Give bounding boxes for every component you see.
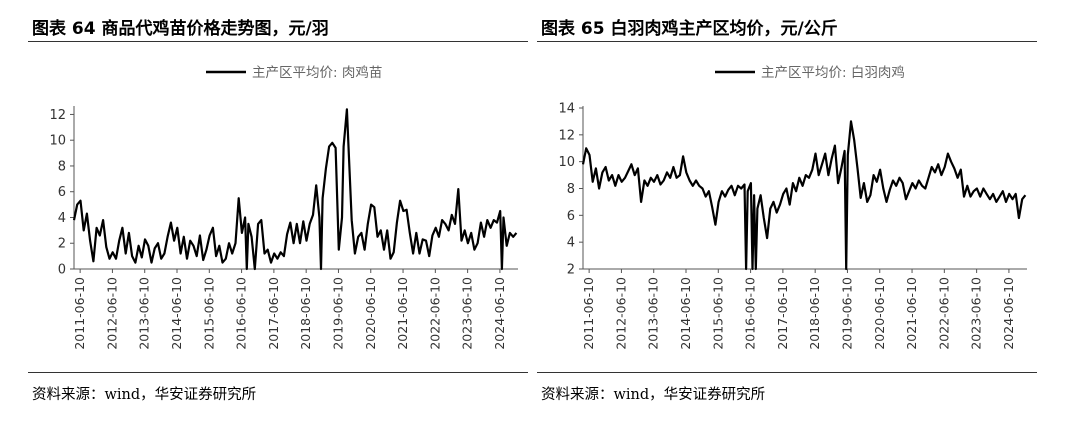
x-tick-label: 2019-06-10	[839, 277, 854, 350]
y-tick-label: 2	[58, 237, 66, 252]
x-tick-label: 2018-06-10	[807, 277, 822, 350]
x-tick-label: 2012-06-10	[613, 277, 628, 350]
y-tick-label: 6	[567, 209, 575, 224]
x-tick-label: 2013-06-10	[137, 277, 152, 350]
series-line	[581, 120, 1027, 271]
y-tick-label: 2	[567, 263, 575, 278]
broiler-price-line-chart: 主产区平均价: 白羽肉鸡 2 4 6 8 10 12 14 2011-06-10 2012-06-…	[558, 64, 1027, 350]
chart-title: 图表 65 白羽肉鸡主产区均价，元/公斤	[541, 19, 838, 39]
y-tick-label: 6	[58, 185, 66, 200]
y-tick-label: 12	[49, 108, 66, 123]
y-tick-label: 4	[567, 236, 575, 251]
top-rule	[28, 41, 528, 42]
legend-label: 主产区平均价: 肉鸡苗	[252, 64, 382, 81]
x-tick-label: 2011-06-10	[72, 277, 87, 350]
series-line	[72, 108, 518, 271]
chick-price-line-chart: 主产区平均价: 肉鸡苗 0 2 4 6 8 10 12 2011-06-10 2012-06-10…	[49, 64, 518, 350]
x-tick-label: 2020-06-10	[363, 277, 378, 350]
chart-title: 图表 64 商品代鸡苗价格走势图，元/羽	[32, 19, 329, 39]
x-tick-label: 2012-06-10	[104, 277, 119, 350]
x-tick-label: 2021-06-10	[395, 277, 410, 350]
y-tick-label: 8	[58, 159, 66, 174]
bottom-rule	[28, 372, 528, 373]
x-tick-label: 2016-06-10	[234, 277, 249, 350]
chart-panel-64: 图表 64 商品代鸡苗价格走势图，元/羽 主产区平均价: 肉鸡苗 0 2 4 6 8 10 1…	[28, 0, 528, 426]
x-tick-label: 2016-06-10	[743, 277, 758, 350]
x-tick-label: 2022-06-10	[427, 277, 442, 350]
x-tick-label: 2017-06-10	[775, 277, 790, 350]
x-tick-label: 2021-06-10	[904, 277, 919, 350]
y-tick-label: 10	[49, 134, 66, 149]
top-rule	[537, 41, 1037, 42]
y-tick-label: 4	[58, 211, 66, 226]
x-tick-label: 2011-06-10	[581, 277, 596, 350]
y-tick-label: 8	[567, 182, 575, 197]
x-tick-label: 2015-06-10	[201, 277, 216, 350]
x-tick-label: 2022-06-10	[936, 277, 951, 350]
legend-label: 主产区平均价: 白羽肉鸡	[761, 64, 905, 81]
chart-panel-65: 图表 65 白羽肉鸡主产区均价，元/公斤 主产区平均价: 白羽肉鸡 2 4 6 8 10 1…	[537, 0, 1037, 426]
x-tick-label: 2023-06-10	[460, 277, 475, 350]
y-tick-label: 10	[558, 155, 575, 170]
x-tick-label: 2014-06-10	[169, 277, 184, 350]
x-tick-label: 2024-06-10	[492, 277, 507, 350]
y-tick-label: 0	[58, 263, 66, 278]
x-tick-label: 2015-06-10	[710, 277, 725, 350]
bottom-rule	[537, 372, 1037, 373]
source-note: 资料来源：wind，华安证券研究所	[32, 387, 257, 403]
x-tick-label: 2017-06-10	[266, 277, 281, 350]
x-tick-label: 2018-06-10	[298, 277, 313, 350]
x-tick-label: 2023-06-10	[969, 277, 984, 350]
x-tick-label: 2014-06-10	[678, 277, 693, 350]
x-tick-label: 2020-06-10	[872, 277, 887, 350]
x-tick-label: 2024-06-10	[1001, 277, 1016, 350]
x-tick-label: 2019-06-10	[330, 277, 345, 350]
source-note: 资料来源：wind，华安证券研究所	[541, 387, 766, 403]
x-tick-label: 2013-06-10	[646, 277, 661, 350]
y-tick-label: 12	[558, 128, 575, 143]
y-tick-label: 14	[558, 102, 575, 117]
